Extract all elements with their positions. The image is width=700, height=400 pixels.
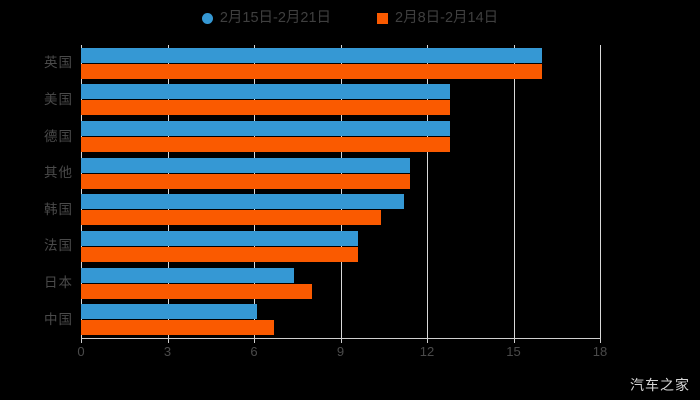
category-label: 法国	[44, 238, 73, 254]
watermark: 汽车之家	[630, 377, 690, 393]
x-tick-label: 3	[163, 344, 172, 359]
legend-entry-1[interactable]: 2月8日-2月14日	[377, 11, 498, 26]
x-tick-mark	[513, 338, 515, 343]
legend-swatch-circle-icon	[201, 12, 213, 24]
bar[interactable]	[81, 47, 543, 63]
bar[interactable]	[81, 63, 543, 79]
chart-legend: 2月15日-2月21日 2月8日-2月14日	[0, 6, 700, 30]
bar[interactable]	[81, 246, 358, 262]
bar-group	[81, 47, 600, 79]
bar[interactable]	[81, 137, 451, 153]
legend-swatch-square-icon	[377, 12, 389, 24]
bar[interactable]	[81, 230, 358, 246]
x-tick-mark	[254, 338, 255, 343]
bar-group	[81, 121, 600, 153]
plot-area	[81, 45, 601, 338]
gridline-6	[254, 45, 255, 338]
bar-series-container	[81, 45, 600, 338]
bar[interactable]	[81, 157, 410, 173]
bar-group	[81, 84, 600, 116]
x-tick-label: 12	[419, 344, 435, 359]
bar[interactable]	[81, 173, 410, 189]
bar[interactable]	[81, 283, 312, 299]
legend-label: 2月8日-2月14日	[395, 9, 499, 26]
x-tick-label: 9	[336, 344, 345, 359]
gridline-3	[167, 45, 169, 338]
bar[interactable]	[81, 194, 404, 210]
gridline-12	[427, 45, 428, 338]
category-label: 韩国	[44, 201, 73, 217]
bar-group	[81, 304, 600, 336]
bar[interactable]	[81, 320, 275, 336]
category-label: 德国	[44, 128, 73, 144]
category-label: 日本	[44, 275, 73, 291]
x-tick-label: 15	[506, 344, 521, 359]
category-label: 其他	[44, 165, 73, 181]
x-tick-label: 0	[77, 344, 85, 359]
category-label: 英国	[44, 55, 73, 71]
legend-entry-0[interactable]: 2月15日-2月21日	[201, 9, 332, 26]
gridline-9	[340, 45, 342, 338]
gridline-18	[600, 45, 601, 338]
bar[interactable]	[81, 84, 451, 100]
bar[interactable]	[81, 100, 451, 116]
x-tick-label: 6	[250, 344, 258, 359]
bar[interactable]	[81, 210, 381, 226]
bar-group	[81, 267, 600, 299]
x-tick-mark	[340, 338, 342, 343]
bar[interactable]	[81, 121, 451, 137]
x-tick-mark	[427, 338, 428, 343]
bar-group	[81, 230, 600, 262]
legend-label: 2月15日-2月21日	[219, 9, 332, 26]
x-tick-mark	[600, 338, 601, 343]
x-tick-label: 18	[592, 344, 608, 359]
category-axis-labels: 英国美国德国其他韩国法国日本中国	[0, 45, 73, 338]
bar[interactable]	[81, 304, 257, 320]
category-label: 美国	[44, 91, 73, 107]
gridline-15	[513, 45, 515, 338]
category-label: 中国	[44, 311, 73, 327]
x-tick-mark	[81, 338, 82, 343]
bar-group	[81, 194, 600, 226]
gridline-0	[81, 45, 82, 338]
bar-group	[81, 157, 600, 189]
bar[interactable]	[81, 267, 295, 283]
x-tick-mark	[167, 338, 169, 343]
